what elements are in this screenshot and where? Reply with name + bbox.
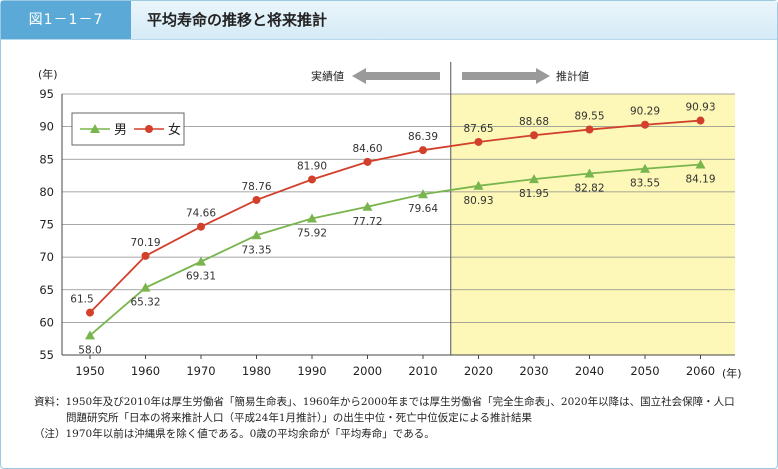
male-point: [85, 330, 95, 340]
actual-label: 実績値: [311, 69, 344, 83]
female-point: [308, 175, 316, 184]
legend-female: 女: [168, 122, 181, 138]
x-tick-label: 1970: [186, 364, 215, 378]
male-data-label: 77.72: [352, 216, 382, 228]
x-tick-label: 1950: [75, 364, 104, 378]
y-tick-label: 55: [39, 348, 54, 362]
data-labels: 58.0 61.5 65.32 70.19 69.31 74.66 73.35 78.76 75…: [70, 102, 715, 357]
life-expectancy-chart: 55 60 65 70 75 80 85 90 95 1950 1960 1970 1980 1990 2…: [38, 62, 742, 380]
female-point: [530, 131, 538, 140]
x-tick-label: 2050: [630, 364, 659, 378]
male-data-label: 83.55: [630, 178, 660, 190]
female-point: [86, 308, 94, 317]
female-data-label: 74.66: [186, 208, 216, 220]
x-tick-label: 2060: [686, 364, 715, 378]
x-tick-label: 2020: [464, 364, 493, 378]
y-tick-label: 90: [39, 120, 54, 134]
female-point: [585, 125, 594, 134]
figure-label: 図1－1－7: [1, 1, 131, 39]
female-data-label: 84.60: [352, 143, 382, 155]
female-series-line: [89, 119, 701, 314]
female-data-label: 87.65: [463, 123, 493, 135]
note-line-3: （注）1970年以前は沖縄県を除く値である。0歳の平均余命が「平均寿命」である。: [34, 428, 435, 440]
female-point: [419, 146, 427, 155]
female-data-label: 70.19: [130, 237, 160, 249]
male-data-label: 80.93: [463, 195, 493, 207]
x-tick-labels: 1950 1960 1970 1980 1990 2000 2010 2020 2030 2040…: [75, 355, 715, 378]
y-axis-unit: (年): [38, 67, 58, 81]
male-data-label: 79.64: [408, 203, 438, 215]
female-point: [641, 120, 649, 129]
source-notes: 資料：1950年及び2010年は厚生労働省「簡易生命表」、1960年から2000…: [34, 394, 764, 442]
y-tick-label: 60: [39, 315, 54, 329]
female-data-label: 90.29: [630, 106, 660, 118]
y-tick-label: 70: [39, 250, 54, 264]
legend: 男 女: [71, 112, 185, 146]
note-line-1: 資料：1950年及び2010年は厚生労働省「簡易生命表」、1960年から2000…: [34, 396, 735, 408]
female-point: [252, 195, 261, 204]
x-tick-label: 1990: [297, 364, 326, 378]
projection-arrow: 推計値: [462, 68, 589, 84]
male-data-label: 75.92: [297, 227, 327, 239]
x-tick-label: 2000: [353, 364, 382, 378]
note-line-2: 問題研究所「日本の将来推計人口（平成24年1月推計）」の出生中位・死亡中位仮定に…: [66, 412, 532, 424]
x-tick-label: 2030: [519, 364, 548, 378]
female-data-label: 86.39: [408, 131, 438, 143]
female-point: [141, 251, 150, 260]
right-arrow-icon: [462, 68, 550, 84]
male-data-label: 73.35: [241, 244, 271, 256]
y-tick-labels: 55 60 65 70 75 80 85 90 95: [39, 87, 54, 362]
male-series-line: [89, 163, 701, 337]
male-point: [140, 282, 151, 292]
male-data-label: 82.82: [574, 182, 604, 194]
y-tick-label: 95: [39, 87, 54, 101]
actual-arrow: 実績値: [311, 68, 440, 84]
male-data-label: 65.32: [130, 297, 160, 309]
male-point: [640, 163, 650, 173]
series-group: [85, 116, 706, 340]
female-point: [696, 116, 705, 125]
x-axis-unit: (年): [722, 366, 742, 380]
grid-lines: [61, 93, 735, 356]
figure-title: 平均寿命の推移と将来推計: [147, 11, 328, 29]
x-tick-label: 1960: [131, 364, 160, 378]
legend-male: 男: [114, 123, 127, 138]
female-data-label: 89.55: [574, 111, 604, 123]
y-tick-label: 75: [39, 218, 54, 232]
female-data-label: 78.76: [241, 181, 271, 193]
female-point: [363, 157, 372, 166]
female-point: [197, 222, 205, 231]
male-data-label: 84.19: [685, 174, 715, 186]
x-tick-label: 2040: [575, 364, 604, 378]
male-point: [584, 168, 595, 178]
male-point: [251, 230, 262, 240]
female-data-label: 90.93: [685, 102, 715, 114]
left-arrow-icon: [352, 68, 440, 84]
female-point: [474, 137, 483, 146]
female-data-label: 81.90: [297, 160, 327, 172]
y-tick-label: 65: [39, 283, 54, 297]
male-point: [196, 256, 206, 266]
male-data-label: 58.0: [78, 344, 101, 356]
male-legend-marker: [90, 124, 100, 133]
male-point: [307, 213, 317, 223]
male-data-label: 69.31: [186, 271, 216, 283]
male-data-label: 81.95: [519, 188, 549, 200]
female-legend-marker: [145, 125, 153, 133]
y-tick-label: 85: [39, 152, 54, 166]
x-tick-label: 2010: [408, 364, 437, 378]
projection-label: 推計値: [556, 69, 589, 83]
male-point: [695, 159, 706, 169]
y-tick-label: 80: [39, 185, 54, 199]
male-point: [473, 180, 484, 190]
title-bar: 図1－1－7 平均寿命の推移と将来推計: [1, 1, 777, 40]
male-point: [418, 189, 428, 199]
male-point: [529, 174, 539, 184]
x-tick-label: 1980: [242, 364, 271, 378]
female-data-label: 88.68: [519, 116, 549, 128]
female-data-label: 61.5: [70, 294, 93, 306]
male-point: [362, 201, 373, 211]
